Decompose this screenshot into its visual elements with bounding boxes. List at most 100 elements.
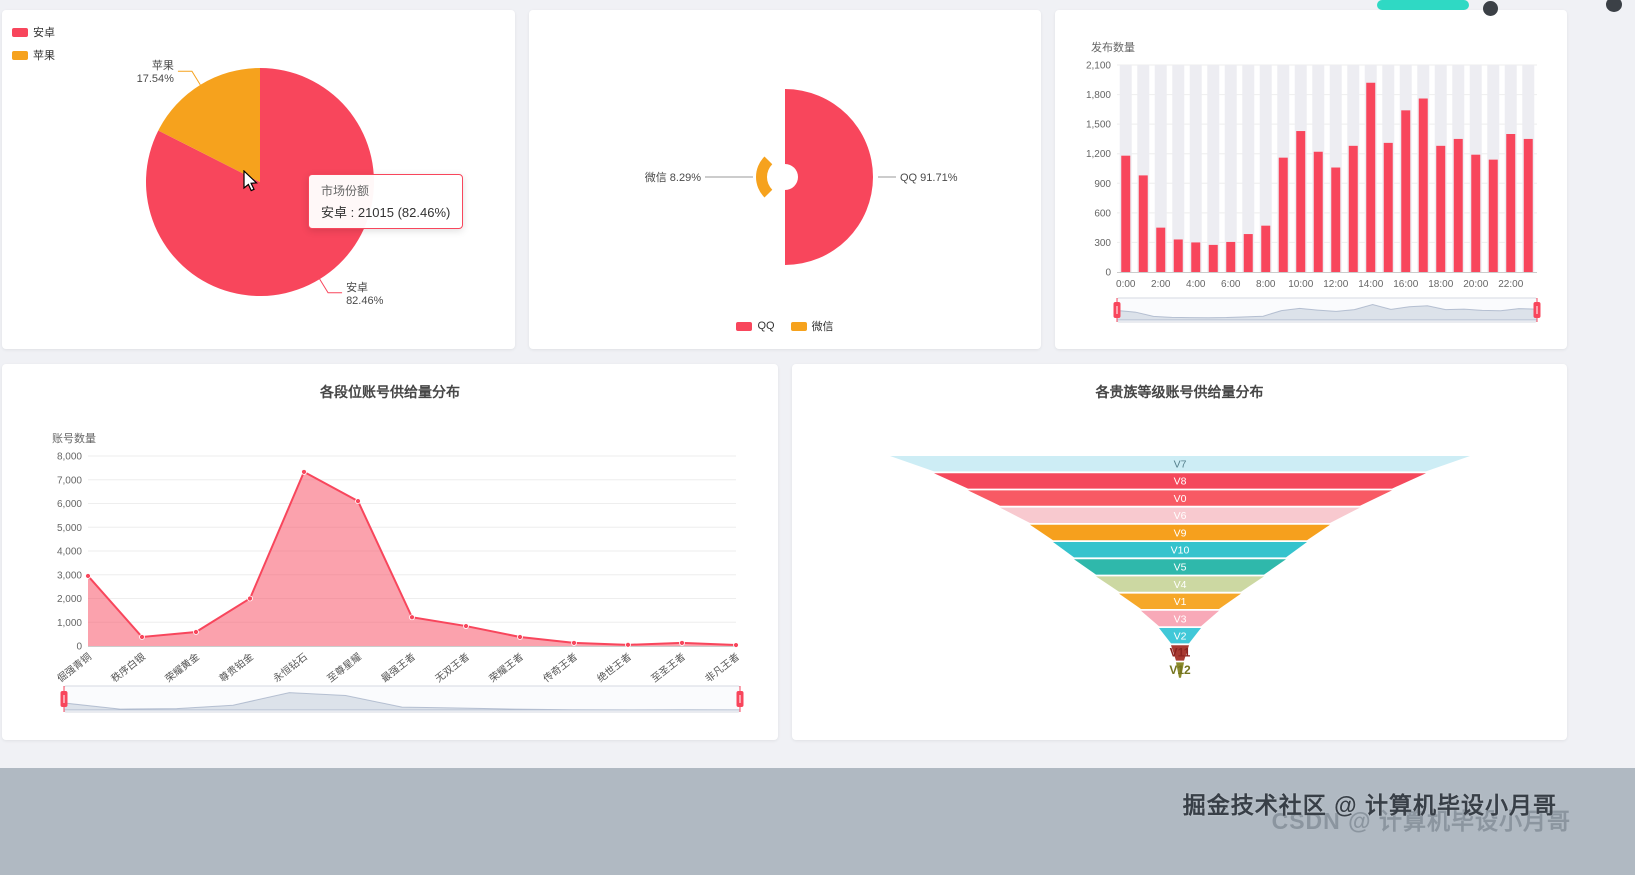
bar[interactable] [1331,167,1341,272]
legend-item[interactable]: QQ [736,318,775,334]
data-point[interactable] [301,469,307,475]
bar[interactable] [1278,157,1288,272]
funnel-level-label: V3 [1174,613,1187,625]
datazoom-slider[interactable] [1113,297,1541,323]
funnel-level-V1[interactable] [1119,593,1241,609]
data-point[interactable] [733,642,739,648]
bar[interactable] [1313,151,1323,272]
bar[interactable] [1488,159,1498,272]
market-share-pie-chart[interactable]: 安卓 82.46% 苹果 17.54% [2,10,515,349]
x-axis-label: 非凡王者 [703,651,742,685]
publish-count-bar-chart[interactable]: 发布数量 0 300 600 900 1,200 1,500 1,800 2,100 0:00 2:… [1055,10,1567,349]
datazoom-handle-right[interactable] [736,686,744,712]
data-point[interactable] [355,498,361,505]
pie-slice-label: 苹果 17.54% [137,58,175,85]
datazoom-handle-left[interactable] [60,686,68,712]
data-point[interactable] [571,640,577,646]
bar[interactable] [1296,131,1306,272]
bar[interactable] [1401,110,1411,272]
datazoom-handle-left[interactable] [1113,298,1121,322]
axis-label: 4:00 [1186,279,1206,290]
axis-label: 600 [1094,208,1111,219]
data-point[interactable] [85,573,91,579]
axis-label: 8,000 [57,452,82,463]
bar[interactable] [1173,239,1183,272]
x-axis-label: 至尊星耀 [324,650,364,685]
decoration-dot [1483,1,1498,16]
funnel-level-label: V10 [1171,545,1190,557]
rank-supply-area-chart[interactable]: 账号数量 0 1,000 2,000 3,000 4,000 5,000 6,000 7,000… [2,364,778,740]
bar[interactable] [1208,244,1218,272]
bar-background [1224,65,1237,272]
axis-label: 2,100 [1086,61,1111,72]
funnel-level-V8[interactable] [934,473,1426,489]
x-axis-label: 永恒钻石 [270,650,310,685]
data-point[interactable] [247,595,253,602]
data-point[interactable] [409,614,415,621]
data-point[interactable] [517,634,523,640]
axis-label: 300 [1094,238,1111,249]
data-point[interactable] [193,629,199,635]
funnel-level-label: V1 [1174,596,1187,608]
bar[interactable] [1191,242,1201,272]
decoration-dot-corner [1606,0,1622,12]
bar[interactable] [1261,225,1271,272]
axis-label: 2,000 [57,594,82,605]
bar[interactable] [1453,138,1463,272]
funnel-level-V10[interactable] [1053,542,1307,558]
axis-label: 12:00 [1323,279,1348,290]
bar[interactable] [1226,241,1236,272]
x-axis-label: 倔强青铜 [54,650,94,685]
data-point[interactable] [463,623,469,629]
funnel-level-V7[interactable] [890,456,1470,472]
bar[interactable] [1366,82,1376,272]
legend-label: 安卓 [33,27,55,39]
bar[interactable] [1523,138,1533,272]
datazoom-handle-right[interactable] [1533,298,1541,322]
axis-label: 6,000 [57,499,82,510]
funnel-level-label: V11 [1170,646,1191,660]
bar-background [1189,65,1202,272]
bar[interactable] [1121,155,1131,272]
axis-label: 1,800 [1086,90,1111,101]
pie-slice[interactable] [785,89,873,265]
funnel-level-V5[interactable] [1074,559,1286,575]
mouse-cursor-icon [243,170,258,192]
legend-swatch-icon [12,50,28,60]
funnel-level-V3[interactable] [1141,610,1219,627]
data-point[interactable] [679,640,685,646]
funnel-level-V9[interactable] [1030,524,1330,541]
data-point[interactable] [139,634,145,640]
funnel-level-V4[interactable] [1096,576,1264,592]
funnel-level-V0[interactable] [968,490,1392,506]
card-noble-supply: 各贵族等级账号供给量分布 V7 V8 V0 V6 V9 V10 V5 V4 V1 V3 V2 V11 V… [792,364,1567,740]
data-point[interactable] [625,641,631,648]
pie-slice[interactable] [756,156,773,198]
legend-item[interactable]: 苹果 [12,47,55,63]
legend-item[interactable]: 微信 [790,318,834,334]
bar[interactable] [1243,234,1253,272]
pie-slice[interactable] [158,68,260,182]
footer-bar: CSDN @ 计算机毕设小月哥 掘金技术社区 @ 计算机毕设小月哥 [0,768,1635,875]
bar[interactable] [1383,142,1393,272]
funnel-level-V2[interactable] [1159,628,1201,644]
funnel-level-label: V6 [1174,510,1187,522]
bar[interactable] [1348,145,1358,272]
funnel-level-label: V12 [1169,663,1191,677]
platform-share-pie-chart[interactable]: QQ 91.71% 微信 8.29% [529,10,1041,349]
x-axis-label: 最强王者 [379,651,418,685]
funnel-level-V11[interactable] [1171,645,1189,661]
bar[interactable] [1138,175,1148,272]
bar[interactable] [1156,227,1166,272]
funnel-level-V6[interactable] [1000,507,1360,523]
bar[interactable] [1436,145,1446,272]
datazoom-slider[interactable] [60,685,744,713]
funnel-level-V12[interactable] [1176,662,1184,678]
noble-supply-funnel-chart[interactable]: V7 V8 V0 V6 V9 V10 V5 V4 V1 V3 V2 V11 V12 [792,364,1567,740]
axis-label: 0 [76,642,82,653]
bar[interactable] [1418,98,1428,272]
bar[interactable] [1506,134,1516,272]
bar[interactable] [1471,154,1481,272]
axis-label: 2:00 [1151,279,1171,290]
legend-item[interactable]: 安卓 [12,24,55,40]
